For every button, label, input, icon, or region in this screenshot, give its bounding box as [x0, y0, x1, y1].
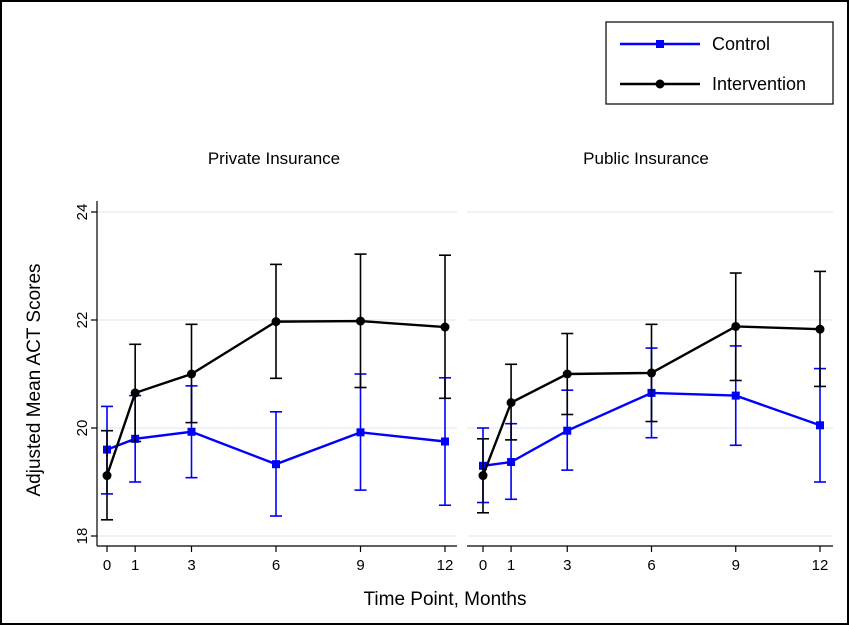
data-point-control	[441, 437, 449, 446]
legend: Control Intervention	[605, 21, 834, 105]
data-point-control	[356, 428, 365, 437]
data-point-intervention	[647, 368, 656, 378]
legend-box	[605, 21, 834, 105]
data-point-control	[272, 460, 280, 469]
x-tick-label: 6	[647, 557, 655, 574]
legend-label-control: Control	[712, 34, 770, 54]
data-point-intervention	[356, 316, 365, 326]
y-tick-label: 20	[74, 420, 91, 437]
x-tick-label: 9	[732, 557, 740, 574]
panel-title-public: Public Insurance	[583, 149, 709, 168]
data-point-control	[731, 391, 740, 400]
panel-public-insurance: 0 1 3 6 9 12	[467, 211, 833, 574]
series-line-intervention	[105, 319, 446, 476]
legend-entry-control: Control	[620, 34, 770, 54]
panel-private-insurance: 0 1 3 6 9 12	[91, 201, 457, 574]
y-tick-label: 24	[74, 204, 91, 221]
y-tick-label: 18	[74, 528, 91, 545]
legend-label-intervention: Intervention	[712, 74, 806, 94]
legend-entry-intervention: Intervention	[620, 74, 806, 94]
legend-marker-control	[656, 40, 664, 48]
x-tick-label: 12	[437, 557, 454, 574]
data-point-control	[187, 427, 196, 436]
x-tick-label: 1	[507, 557, 515, 574]
data-point-intervention	[187, 369, 196, 379]
x-tick-label: 0	[479, 557, 487, 574]
data-point-intervention	[562, 369, 572, 379]
x-tick-label: 9	[356, 557, 364, 574]
data-point-control	[507, 458, 516, 467]
data-point-control	[563, 426, 572, 435]
data-point-intervention	[731, 321, 741, 331]
panel-title-private: Private Insurance	[208, 149, 340, 168]
series-line-control	[482, 391, 821, 467]
x-tick-label: 6	[272, 557, 280, 574]
data-point-intervention	[478, 471, 488, 481]
x-tick-label: 12	[812, 557, 829, 574]
data-point-intervention	[130, 388, 140, 398]
x-axis-title: Time Point, Months	[364, 589, 527, 610]
data-point-intervention	[271, 317, 281, 327]
x-tick-label: 3	[563, 557, 571, 574]
y-tick-labels: 18 20 22 24	[74, 204, 91, 545]
x-tick-label: 0	[103, 557, 111, 574]
series-line-control	[106, 430, 446, 466]
data-point-intervention	[815, 324, 825, 334]
series-line-intervention	[481, 325, 821, 476]
data-point-intervention	[440, 322, 450, 332]
y-tick-label: 22	[74, 312, 91, 329]
data-point-intervention	[102, 471, 112, 481]
x-tick-label: 1	[131, 557, 139, 574]
data-point-control	[816, 421, 824, 430]
x-tick-label: 3	[187, 557, 195, 574]
data-point-intervention	[506, 398, 516, 408]
y-axis-title: Adjusted Mean ACT Scores	[24, 263, 45, 496]
legend-marker-intervention	[655, 79, 665, 89]
